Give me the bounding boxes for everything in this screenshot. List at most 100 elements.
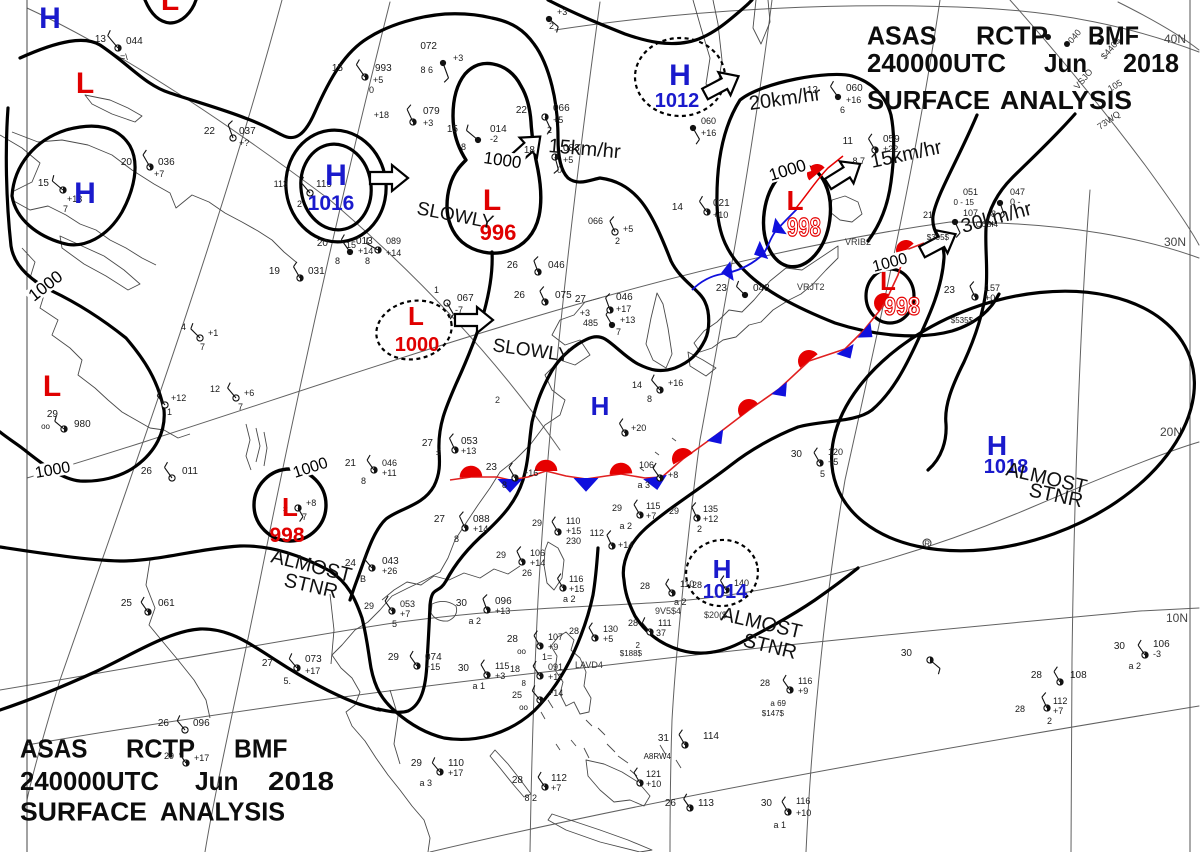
svg-text:120: 120 (828, 447, 843, 457)
svg-text:$20($: $20($ (704, 610, 727, 620)
svg-text:+?: +? (239, 138, 249, 148)
svg-text:BMF: BMF (1088, 21, 1139, 51)
svg-text:SURFACE: SURFACE (20, 797, 147, 827)
svg-text:+5: +5 (603, 634, 613, 644)
svg-text:8: 8 (522, 679, 527, 688)
svg-text:14: 14 (632, 380, 642, 390)
svg-text:H: H (669, 59, 691, 92)
svg-text:116: 116 (569, 574, 583, 584)
svg-text:+5: +5 (623, 224, 633, 234)
svg-text:=\: =\ (120, 52, 128, 62)
svg-text:240000UTC: 240000UTC (20, 766, 159, 796)
svg-text:13: 13 (95, 34, 107, 45)
svg-text:+3: +3 (580, 308, 590, 318)
svg-text:$188$: $188$ (620, 649, 643, 658)
svg-text:073: 073 (305, 654, 322, 665)
svg-text:0: 0 (369, 85, 374, 95)
svg-text:8 6: 8 6 (420, 65, 433, 75)
svg-text:L: L (408, 301, 424, 331)
svg-text:996: 996 (480, 220, 517, 245)
svg-text:26: 26 (522, 568, 532, 578)
svg-text:115: 115 (646, 501, 660, 511)
svg-text:R: R (924, 540, 930, 549)
svg-text:031: 031 (308, 266, 325, 277)
svg-text:21: 21 (345, 458, 357, 469)
svg-text:23: 23 (486, 462, 498, 473)
svg-text:121: 121 (646, 769, 661, 779)
svg-text:+3: +3 (453, 53, 463, 63)
svg-text:21: 21 (923, 210, 933, 220)
svg-text:20: 20 (121, 157, 133, 168)
svg-text:8: 8 (454, 534, 459, 544)
svg-text:+14: +14 (548, 688, 563, 698)
svg-text:046: 046 (548, 260, 565, 271)
svg-text:1016: 1016 (308, 192, 355, 215)
svg-text:083: 083 (563, 143, 580, 154)
svg-text:a 3: a 3 (419, 778, 432, 788)
svg-text:H: H (987, 430, 1007, 461)
svg-text:a 2: a 2 (563, 594, 576, 604)
svg-text:28: 28 (692, 580, 702, 590)
svg-text:18: 18 (510, 664, 520, 674)
svg-text:+9: +9 (548, 642, 558, 652)
svg-text:1000: 1000 (34, 459, 72, 482)
svg-text:8: 8 (461, 142, 466, 152)
svg-text:L: L (43, 370, 61, 403)
svg-text:+0: +0 (985, 293, 995, 303)
svg-text:036: 036 (158, 157, 175, 168)
svg-text:240000UTC: 240000UTC (867, 48, 1006, 78)
svg-text:+13: +13 (495, 606, 510, 616)
svg-text:RCTP: RCTP (976, 21, 1048, 51)
svg-text:7: 7 (200, 342, 205, 352)
svg-text:5.: 5. (283, 676, 291, 686)
svg-text:061: 061 (158, 598, 175, 609)
svg-text:+5: +5 (373, 75, 383, 85)
svg-text:29: 29 (496, 550, 506, 560)
svg-text:0 - 15: 0 - 15 (954, 198, 975, 207)
svg-text:30: 30 (456, 598, 468, 609)
svg-text:2: 2 (297, 199, 302, 209)
svg-text:106: 106 (1153, 639, 1170, 650)
svg-text:12: 12 (807, 85, 819, 96)
svg-text:$535$: $535$ (951, 316, 974, 325)
svg-text:BMF: BMF (234, 734, 288, 764)
svg-text:ANALYSIS: ANALYSIS (160, 797, 285, 827)
svg-text:037: 037 (239, 126, 256, 137)
svg-text:060: 060 (846, 83, 863, 94)
svg-text:31: 31 (658, 733, 670, 744)
svg-text:24: 24 (345, 558, 357, 569)
svg-text:048: 048 (753, 283, 770, 294)
svg-text:+13: +13 (461, 446, 476, 456)
svg-text:ASAS: ASAS (20, 734, 88, 764)
svg-text:=: = (436, 448, 441, 458)
svg-text:+12: +12 (703, 514, 718, 524)
svg-text:230: 230 (566, 536, 581, 546)
svg-text:29: 29 (164, 751, 174, 761)
svg-text:+15: +15 (425, 662, 440, 672)
svg-text:12: 12 (210, 384, 220, 394)
svg-text:15: 15 (332, 63, 344, 74)
svg-text:2018: 2018 (1123, 48, 1179, 78)
svg-text:067: 067 (457, 293, 474, 304)
svg-text:7: 7 (302, 512, 307, 522)
svg-text:oo: oo (519, 703, 528, 712)
svg-text:28: 28 (512, 775, 524, 786)
svg-text:8: 8 (335, 256, 340, 266)
svg-text:ASAS: ASAS (867, 21, 937, 51)
svg-text:2: 2 (547, 125, 552, 135)
svg-text:28: 28 (628, 618, 638, 628)
svg-text:+14: +14 (386, 248, 401, 258)
svg-text:+20: +20 (631, 423, 646, 433)
svg-text:1=: 1= (542, 652, 552, 662)
svg-text:$147$: $147$ (762, 709, 785, 718)
svg-text:046: 046 (382, 458, 397, 468)
svg-text:+11: +11 (382, 468, 397, 478)
svg-text:+18: +18 (374, 110, 389, 120)
svg-text:485: 485 (583, 318, 598, 328)
svg-text:2: 2 (615, 236, 620, 246)
svg-text:B: B (360, 574, 366, 584)
svg-text:29: 29 (388, 652, 400, 663)
svg-text:+5: +5 (553, 115, 563, 125)
svg-text:=: = (283, 504, 288, 514)
svg-text:29: 29 (47, 409, 59, 420)
